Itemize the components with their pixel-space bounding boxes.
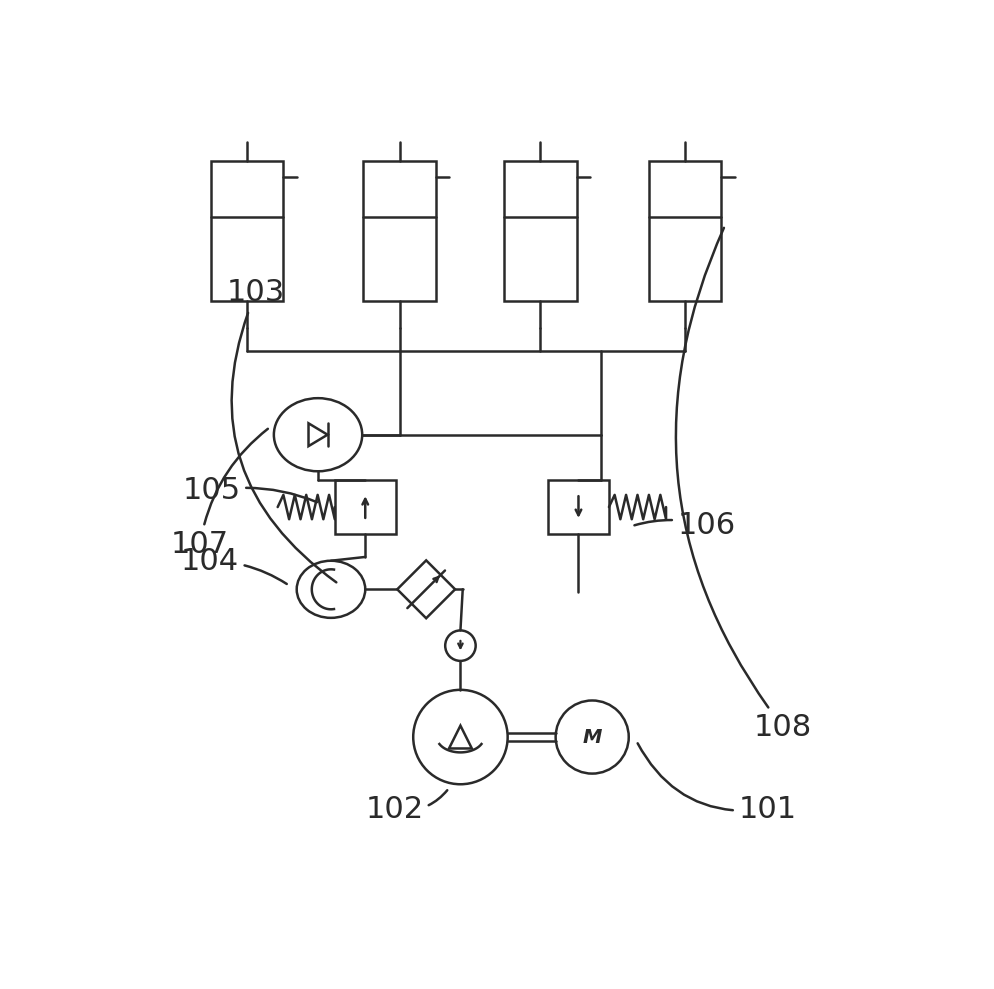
Text: 104: 104 bbox=[181, 547, 286, 584]
Text: 107: 107 bbox=[171, 429, 267, 559]
Bar bbox=[363, 160, 435, 302]
Bar bbox=[548, 480, 608, 534]
Bar bbox=[504, 160, 576, 302]
Text: 102: 102 bbox=[365, 790, 447, 824]
Text: 106: 106 bbox=[634, 510, 735, 540]
Text: 101: 101 bbox=[637, 744, 796, 824]
Text: 103: 103 bbox=[227, 279, 336, 583]
Bar bbox=[211, 160, 283, 302]
Text: 108: 108 bbox=[675, 227, 811, 742]
Bar bbox=[648, 160, 721, 302]
Text: 105: 105 bbox=[182, 477, 317, 505]
Text: M: M bbox=[581, 728, 601, 747]
Bar bbox=[334, 480, 396, 534]
